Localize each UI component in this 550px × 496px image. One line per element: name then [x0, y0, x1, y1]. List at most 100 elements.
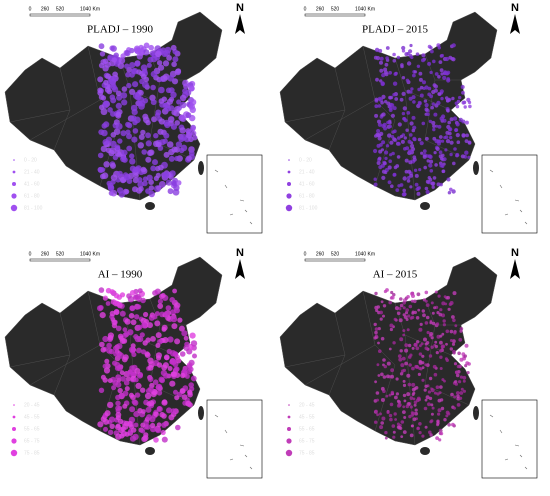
site-dot	[179, 351, 186, 357]
site-dot	[407, 382, 412, 387]
site-dot	[115, 123, 123, 130]
site-dot	[124, 63, 130, 69]
site-dot	[410, 55, 414, 60]
site-dot	[401, 45, 406, 51]
site-dot	[405, 404, 410, 409]
site-dot	[403, 147, 407, 151]
site-dot	[374, 291, 378, 296]
site-dot	[117, 387, 123, 394]
site-dot	[139, 332, 145, 338]
site-dot	[160, 429, 166, 436]
site-dot	[419, 344, 422, 348]
site-dot	[424, 346, 429, 350]
site-dot	[410, 299, 414, 303]
site-dot	[174, 155, 180, 162]
site-dot	[415, 187, 419, 192]
site-dot	[452, 291, 457, 296]
site-dot	[464, 150, 469, 155]
site-dot	[155, 384, 162, 391]
site-dot	[424, 186, 429, 191]
site-dot	[418, 168, 422, 172]
site-dot	[158, 376, 165, 383]
site-dot	[129, 72, 135, 78]
site-dot	[433, 372, 438, 377]
site-dot	[432, 127, 436, 132]
site-dot	[422, 154, 427, 159]
site-dot	[392, 59, 397, 63]
site-dot	[447, 98, 451, 102]
site-dot	[411, 95, 416, 100]
site-dot	[109, 310, 116, 317]
site-dot	[141, 322, 148, 329]
site-dot	[166, 141, 174, 148]
site-dot	[176, 180, 182, 186]
site-dot	[382, 375, 387, 379]
site-dot	[424, 290, 429, 295]
site-dot	[415, 316, 420, 320]
site-dot	[402, 393, 407, 398]
site-dot	[450, 392, 454, 397]
site-dot	[161, 399, 168, 406]
site-dot	[115, 433, 122, 440]
site-dot	[115, 400, 121, 406]
site-dot	[402, 176, 407, 181]
site-dot	[97, 166, 103, 173]
site-dot	[115, 111, 122, 118]
site-dot	[389, 106, 393, 111]
site-dot	[140, 129, 146, 136]
site-dot	[122, 327, 128, 333]
site-dot	[140, 349, 147, 355]
site-dot	[414, 182, 419, 187]
site-dot	[455, 391, 460, 395]
island-hainan	[420, 202, 430, 210]
site-dot	[421, 354, 425, 358]
legend-symbol	[287, 415, 291, 419]
site-dot	[434, 290, 438, 294]
site-dot	[416, 340, 420, 344]
site-dot	[382, 304, 387, 308]
map-title: AI – 2015	[373, 269, 418, 281]
site-dot	[136, 324, 143, 330]
site-dot	[393, 412, 397, 416]
map-panel: PLADJ – 1990 0 260 520 1040 Km N 0 - 20 21 - 40…	[4, 2, 263, 234]
island-taiwan	[473, 161, 479, 175]
site-dot	[427, 86, 432, 91]
site-dot	[443, 418, 447, 422]
site-dot	[462, 379, 466, 383]
site-dot	[128, 313, 135, 319]
site-dot	[449, 152, 453, 157]
site-dot	[449, 187, 453, 192]
site-dot	[440, 406, 445, 411]
site-dot	[166, 348, 172, 355]
site-dot	[402, 379, 406, 383]
site-dot	[143, 116, 150, 124]
site-dot	[156, 60, 163, 66]
site-dot	[447, 412, 451, 416]
site-dot	[440, 96, 444, 101]
site-dot	[437, 75, 441, 79]
site-dot	[424, 103, 429, 108]
site-dot	[155, 343, 161, 348]
site-dot	[431, 321, 436, 326]
site-dot	[148, 149, 155, 156]
scale-label: 520	[331, 6, 340, 12]
site-dot	[156, 406, 163, 413]
site-dot	[190, 340, 198, 347]
site-dot	[411, 366, 415, 371]
site-dot	[394, 306, 399, 311]
site-dot	[454, 128, 459, 132]
site-dot	[100, 347, 107, 353]
site-dot	[409, 121, 414, 126]
site-dot	[452, 116, 458, 121]
site-dot	[439, 116, 444, 121]
site-dot	[374, 409, 378, 413]
site-dot	[101, 172, 109, 179]
site-dot	[411, 128, 416, 133]
site-dot	[415, 52, 420, 56]
site-dot	[406, 373, 411, 378]
site-dot	[397, 425, 402, 430]
legend-label: 41 - 60	[299, 181, 315, 187]
site-dot	[150, 336, 156, 342]
site-dot	[99, 312, 106, 319]
site-dot	[439, 385, 443, 389]
